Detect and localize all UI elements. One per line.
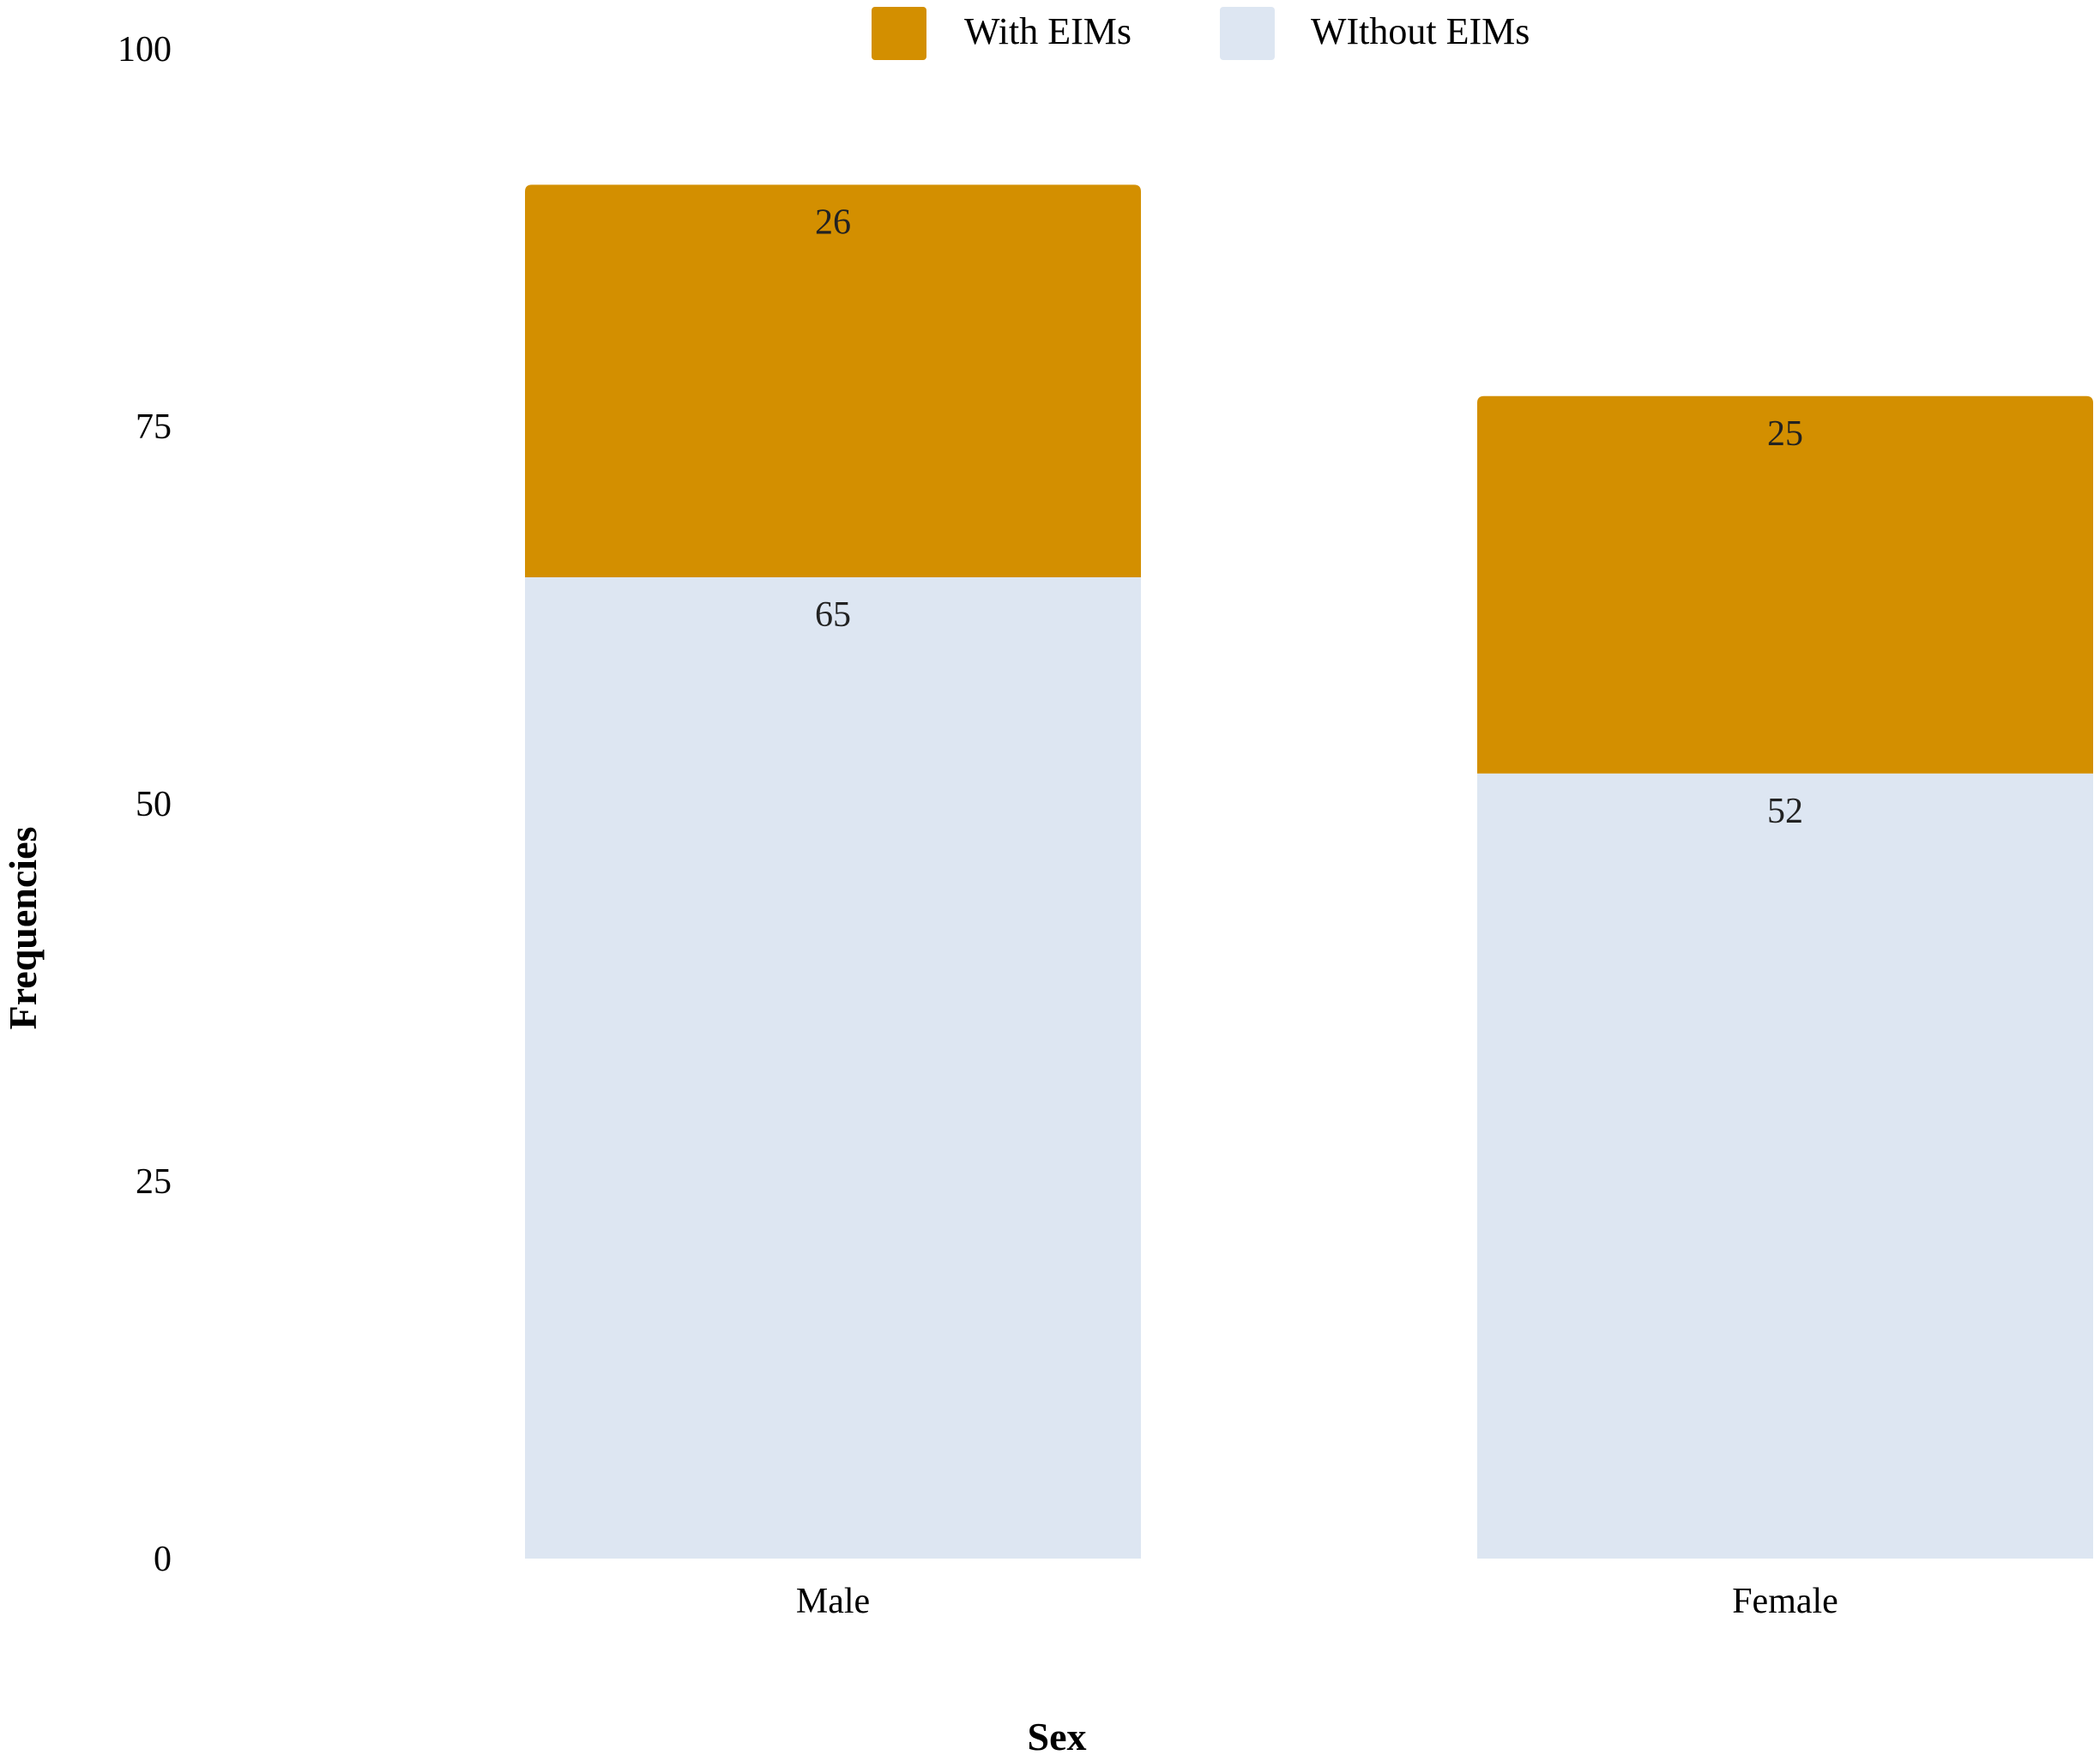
bar-value-label: 25 (1767, 414, 1803, 454)
bar-male-without-eims (525, 577, 1141, 1559)
bar-male-with-eims (525, 184, 1141, 577)
legend-label: WIthout EIMs (1311, 10, 1530, 52)
y-axis-title: Frequencies (1, 827, 45, 1030)
bar-female-with-eims (1477, 395, 2093, 774)
bar-value-label: 52 (1767, 792, 1803, 831)
x-axis-title: Sex (1028, 1715, 1087, 1755)
y-axis-ticks: 0 25 50 75 100 (118, 30, 172, 1579)
legend-swatch-without-eims (1220, 7, 1275, 60)
x-axis-categories: Male Female (796, 1582, 1838, 1621)
legend-swatch-with-eims (872, 7, 926, 60)
bar-female-without-eims (1477, 773, 2093, 1559)
y-tick-label: 0 (154, 1540, 172, 1579)
bars (525, 184, 2093, 1559)
bar-value-labels: 65 26 52 25 (815, 202, 1803, 830)
legend-label: With EIMs (964, 10, 1131, 52)
bar-value-label: 65 (815, 595, 851, 635)
x-category-label: Female (1732, 1582, 1838, 1621)
y-tick-label: 25 (136, 1162, 172, 1202)
legend: With EIMs WIthout EIMs (872, 7, 1530, 60)
x-category-label: Male (796, 1582, 870, 1621)
y-tick-label: 100 (118, 30, 172, 69)
bar-value-label: 26 (815, 202, 851, 242)
y-tick-label: 75 (136, 407, 172, 447)
y-tick-label: 50 (136, 785, 172, 824)
